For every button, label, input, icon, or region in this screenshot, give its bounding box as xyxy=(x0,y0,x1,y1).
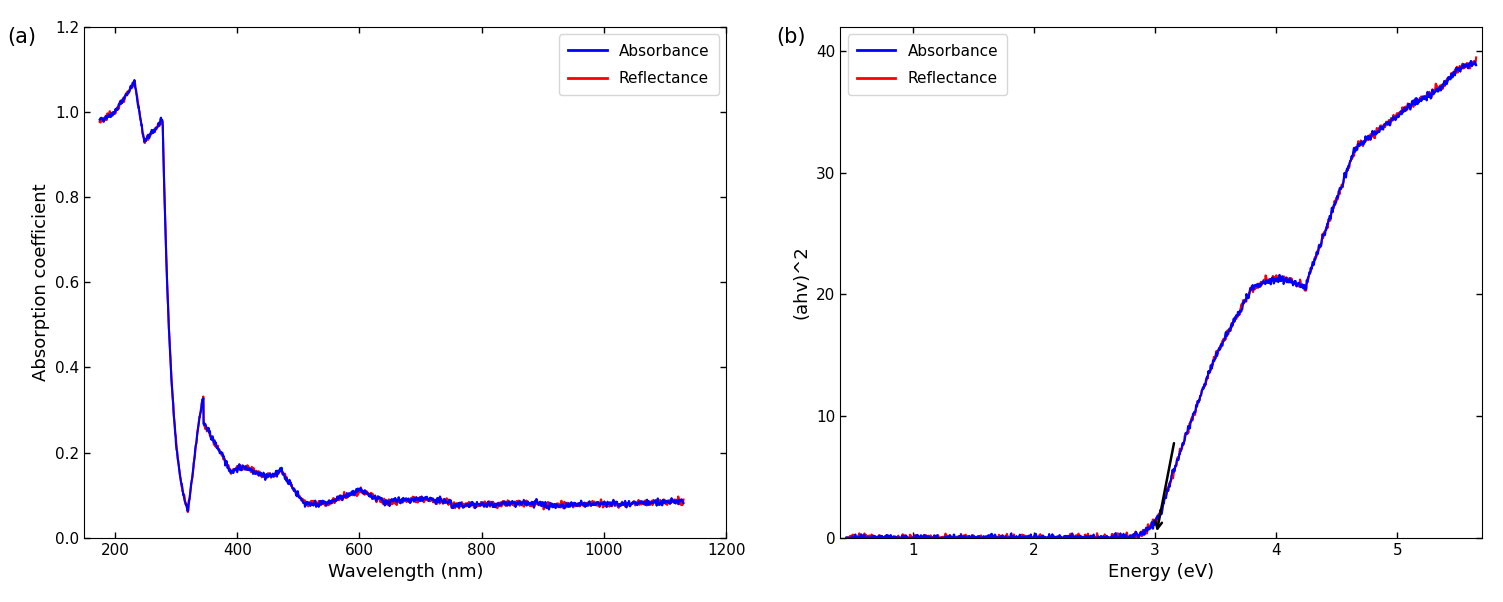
X-axis label: Wavelength (nm): Wavelength (nm) xyxy=(328,563,482,581)
X-axis label: Energy (eV): Energy (eV) xyxy=(1108,563,1214,581)
Text: (a): (a) xyxy=(8,27,36,47)
Legend: Absorbance, Reflectance: Absorbance, Reflectance xyxy=(559,34,718,95)
Text: (b): (b) xyxy=(776,27,806,47)
Y-axis label: (ahv)^2: (ahv)^2 xyxy=(792,246,810,319)
Legend: Absorbance, Reflectance: Absorbance, Reflectance xyxy=(848,34,1007,95)
Y-axis label: Absorption coefficient: Absorption coefficient xyxy=(32,184,50,381)
